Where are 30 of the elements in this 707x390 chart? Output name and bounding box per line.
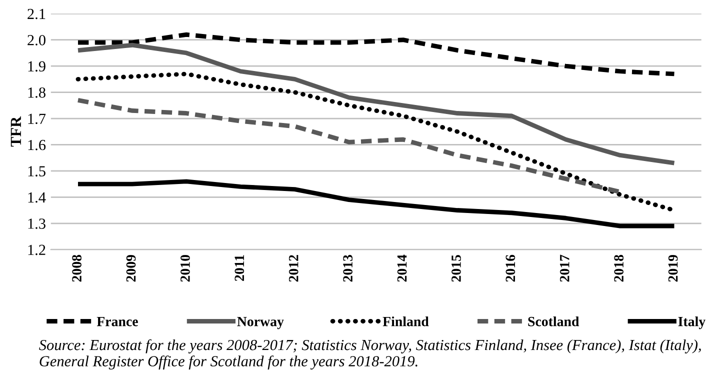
- y-tick-label: 1.2: [28, 244, 46, 256]
- x-tick-label: 2014: [397, 254, 407, 282]
- line-series: [76, 42, 676, 166]
- x-tick-label: 2010: [180, 254, 190, 282]
- x-tick-label: 2011: [234, 255, 244, 281]
- x-tick-label: 2019: [668, 254, 678, 282]
- y-tick-label: 1.8: [28, 87, 46, 98]
- y-tick-label: 1.9: [28, 61, 46, 72]
- x-tick-label: 2009: [126, 254, 136, 282]
- source-note: Source: Eurostat for the years 2008-2017; Statistics Norway, Statistics Finland, Insee (France), Istat (Italy), General Register Office for Scotland for the years 2018-2019.: [39, 339, 701, 370]
- y-tick-label: 1.6: [28, 140, 46, 150]
- x-tick-label: 2008: [72, 254, 82, 282]
- y-tick-label: 2.1: [28, 8, 46, 20]
- x-tick-label: 2015: [452, 254, 461, 282]
- legend-label: Scotland: [528, 316, 580, 326]
- legend-label: Finland: [382, 316, 429, 326]
- y-tick-label: 2.0: [28, 35, 46, 46]
- x-tick-label: 2018: [614, 254, 624, 282]
- x-tick-label: 2013: [343, 254, 352, 282]
- y-tick-label: 1.7: [28, 114, 46, 124]
- y-tick-label: 1.4: [28, 192, 46, 203]
- y-tick-label: 1.3: [28, 218, 46, 229]
- legend-label: Italy: [678, 316, 706, 330]
- legend-label: France: [96, 316, 138, 326]
- y-tick-label: 1.5: [28, 166, 46, 176]
- x-tick-label: 2012: [288, 255, 298, 282]
- x-tick-label: 2016: [506, 254, 516, 282]
- y-axis-title: TFR: [10, 116, 21, 147]
- x-tick-label: 2017: [560, 254, 570, 282]
- legend-label: Norway: [237, 316, 284, 330]
